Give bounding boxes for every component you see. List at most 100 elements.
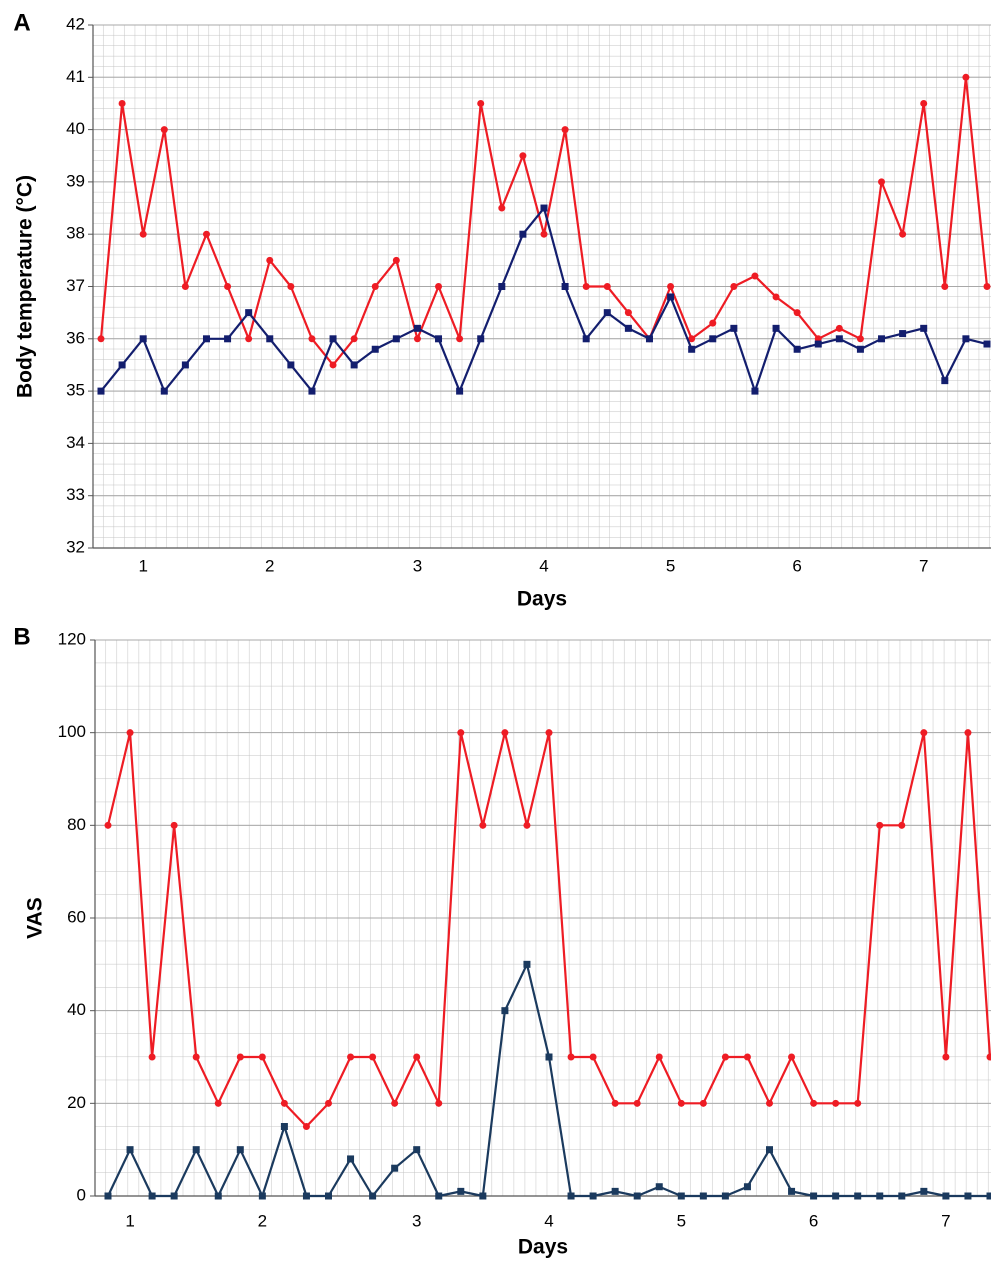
- data-point: [899, 330, 907, 338]
- y-tick-label: 40: [67, 1000, 86, 1019]
- data-point: [876, 1192, 884, 1200]
- data-point: [941, 283, 949, 290]
- x-tick-label: 7: [941, 1211, 950, 1230]
- data-point: [498, 204, 506, 212]
- data-point: [148, 1053, 156, 1061]
- data-point: [986, 1192, 991, 1200]
- data-point: [266, 256, 274, 264]
- data-point: [126, 1146, 134, 1154]
- data-point: [645, 335, 653, 343]
- data-point: [561, 126, 569, 134]
- data-point: [920, 1187, 928, 1195]
- data-point: [329, 361, 337, 369]
- data-point: [699, 1099, 707, 1107]
- y-tick-label: 60: [67, 907, 86, 926]
- data-point: [369, 1053, 377, 1061]
- data-point: [160, 126, 168, 134]
- data-point: [688, 345, 696, 353]
- data-point: [347, 1053, 355, 1061]
- x-tick-label: 2: [258, 1211, 267, 1230]
- data-point: [435, 335, 443, 343]
- data-point: [810, 1099, 818, 1107]
- data-point: [772, 293, 780, 301]
- data-point: [236, 1146, 244, 1154]
- x-axis-title: Days: [518, 1236, 568, 1259]
- y-tick-label: 37: [66, 276, 85, 295]
- data-point: [699, 1192, 707, 1200]
- data-point: [523, 821, 531, 829]
- y-tick-label: 39: [66, 171, 85, 190]
- data-point: [540, 230, 548, 238]
- data-point: [964, 729, 972, 737]
- data-point: [920, 324, 928, 332]
- data-point: [369, 1192, 377, 1200]
- x-tick-label: 4: [544, 1211, 553, 1230]
- data-point: [603, 283, 611, 290]
- data-point: [501, 729, 509, 737]
- data-point: [126, 729, 134, 737]
- data-point: [181, 361, 189, 369]
- data-point: [479, 1192, 487, 1200]
- x-tick-label: 5: [677, 1211, 686, 1230]
- data-point: [350, 361, 358, 369]
- data-point: [856, 335, 864, 343]
- data-point: [160, 387, 168, 395]
- data-point: [245, 335, 253, 343]
- data-point: [329, 335, 337, 343]
- y-tick-label: 33: [66, 485, 85, 504]
- data-point: [435, 1192, 443, 1200]
- data-point: [457, 1187, 465, 1195]
- x-tick-label: 1: [125, 1211, 134, 1230]
- data-point: [118, 361, 126, 369]
- data-point: [413, 335, 421, 343]
- data-point: [139, 335, 147, 343]
- data-point: [479, 821, 487, 829]
- data-point: [413, 1053, 421, 1061]
- data-point: [545, 729, 553, 737]
- data-point: [391, 1164, 399, 1172]
- x-tick-label: 3: [413, 556, 422, 575]
- data-point: [766, 1099, 773, 1107]
- x-tick-label: 7: [919, 556, 928, 575]
- data-point: [435, 283, 443, 290]
- data-point: [202, 230, 210, 238]
- data-point: [899, 230, 907, 238]
- data-point: [192, 1146, 200, 1154]
- data-point: [170, 1192, 178, 1200]
- data-point: [519, 152, 527, 160]
- data-point: [986, 1053, 991, 1061]
- data-point: [603, 309, 611, 317]
- data-point: [878, 335, 886, 343]
- x-tick-label: 2: [265, 556, 274, 575]
- x-axis-title: Days: [517, 588, 567, 611]
- data-point: [876, 821, 884, 829]
- data-point: [325, 1099, 332, 1107]
- y-tick-label: 0: [77, 1185, 86, 1204]
- data-point: [561, 283, 569, 290]
- data-point: [611, 1099, 619, 1107]
- data-point: [347, 1155, 355, 1163]
- data-point: [942, 1053, 950, 1061]
- y-tick-label: 34: [66, 433, 85, 452]
- data-point: [104, 1192, 112, 1200]
- y-tick-label: 80: [67, 815, 86, 834]
- data-point: [545, 1053, 553, 1061]
- data-point: [287, 283, 295, 290]
- y-tick-label: 20: [67, 1093, 86, 1112]
- data-point: [832, 1192, 840, 1200]
- data-point: [258, 1192, 266, 1200]
- data-point: [772, 324, 780, 332]
- x-tick-label: 6: [792, 556, 801, 575]
- data-point: [721, 1192, 729, 1200]
- data-point: [920, 729, 928, 737]
- data-point: [456, 387, 464, 395]
- data-point: [709, 335, 717, 343]
- data-point: [667, 283, 675, 290]
- data-point: [104, 821, 112, 829]
- y-tick-label: 35: [66, 381, 85, 400]
- data-point: [962, 73, 970, 81]
- data-point: [854, 1192, 862, 1200]
- data-point: [519, 230, 527, 238]
- data-point: [457, 729, 465, 737]
- data-point: [898, 1192, 906, 1200]
